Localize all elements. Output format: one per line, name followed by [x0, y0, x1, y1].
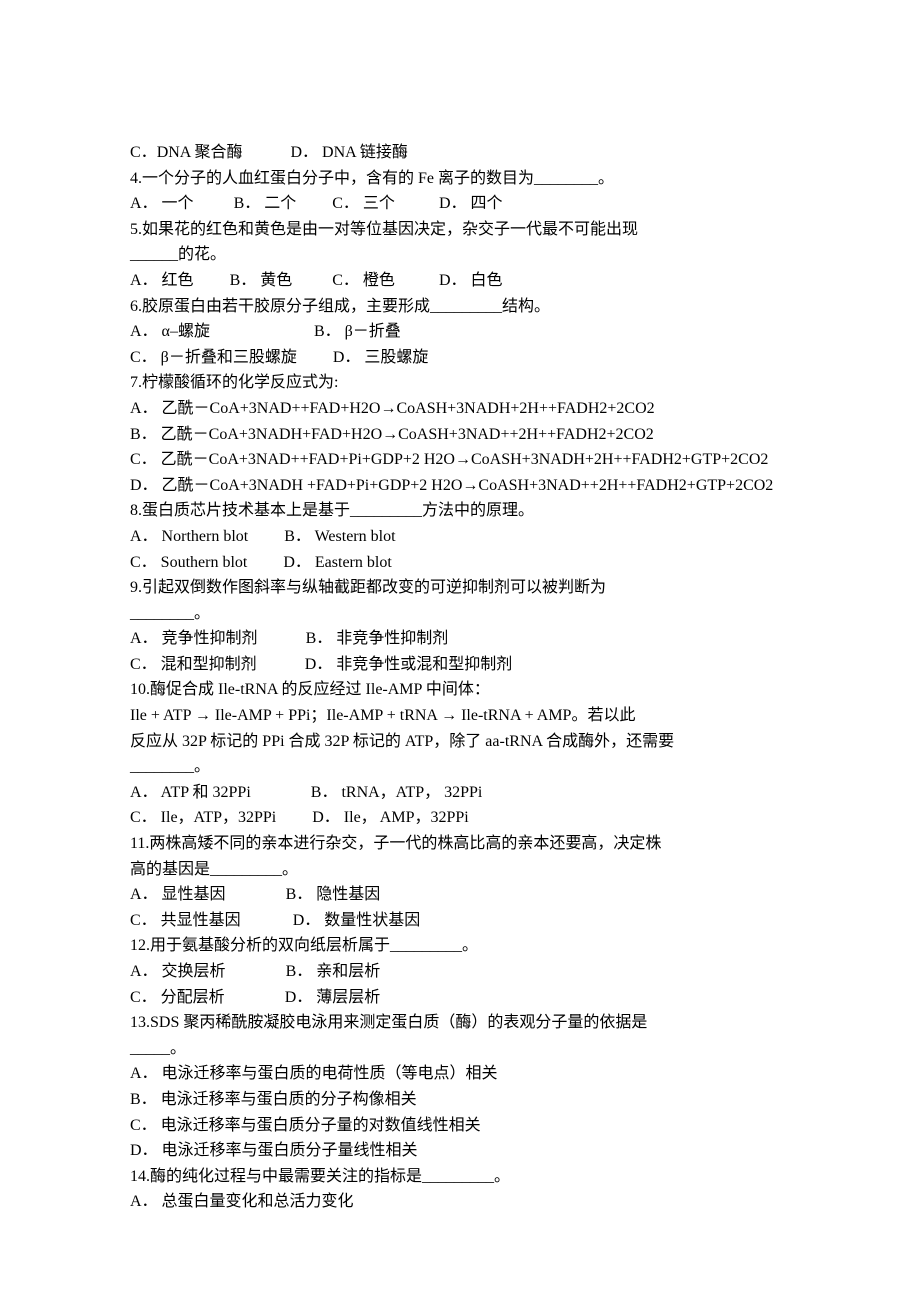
q11-stem-2: 高的基因是_________。	[130, 857, 790, 883]
q7-optD: D． 乙酰－CoA+3NADH +FAD+Pi+GDP+2 H2O→CoASH+…	[130, 473, 790, 499]
q9-stem-1: 9.引起双倒数作图斜率与纵轴截距都改变的可逆抑制剂可以被判断为	[130, 575, 790, 601]
q7-optA: A． 乙酰－CoA+3NAD++FAD+H2O→CoASH+3NADH+2H++…	[130, 396, 790, 422]
q5-options: A． 红色 B． 黄色 C． 橙色 D． 白色	[130, 268, 790, 294]
q10-stem-3: 反应从 32P 标记的 PPi 合成 32P 标记的 ATP，除了 aa-tRN…	[130, 729, 790, 755]
q10-optC: C． Ile，ATP，32PPi	[130, 809, 276, 826]
q7-stem: 7.柠檬酸循环的化学反应式为:	[130, 370, 790, 396]
q7-optB: B． 乙酰－CoA+3NADH+FAD+H2O→CoASH+3NAD++2H++…	[130, 422, 790, 448]
q9-optC: C． 混和型抑制剂	[130, 656, 257, 673]
q11-optD: D． 数量性状基因	[293, 912, 421, 929]
q12-options-cd: C． 分配层析 D． 薄层层析	[130, 985, 790, 1011]
q14-optA: A． 总蛋白量变化和总活力变化	[130, 1189, 790, 1215]
q12-options-ab: A． 交换层析 B． 亲和层析	[130, 959, 790, 985]
q11-stem-1: 11.两株高矮不同的亲本进行杂交，子一代的株高比高的亲本还要高，决定株	[130, 831, 790, 857]
q13-stem-2: _____。	[130, 1036, 790, 1062]
q3-optD: D．	[290, 144, 318, 161]
q6-optB: B． β－折叠	[314, 323, 401, 340]
q3-optC: C．	[130, 144, 157, 161]
q5-optD: D． 白色	[439, 272, 503, 289]
q10-options-ab: A． ATP 和 32PPi B． tRNA，ATP， 32PPi	[130, 780, 790, 806]
q4-optA: A． 一个	[130, 195, 194, 212]
q10-optB: B． tRNA，ATP， 32PPi	[311, 784, 483, 801]
q13-optA: A． 电泳迁移率与蛋白质的电荷性质（等电点）相关	[130, 1061, 790, 1087]
q9-options-cd: C． 混和型抑制剂 D． 非竞争性或混和型抑制剂	[130, 652, 790, 678]
q13-optC: C． 电泳迁移率与蛋白质分子量的对数值线性相关	[130, 1113, 790, 1139]
q9-options-ab: A． 竞争性抑制剂 B． 非竞争性抑制剂	[130, 626, 790, 652]
q13-optD: D． 电泳迁移率与蛋白质分子量线性相关	[130, 1138, 790, 1164]
q5-optB: B． 黄色	[230, 272, 293, 289]
q3-options-cd: C．DNA 聚合酶 D． DNA 链接酶	[130, 140, 790, 166]
q5-optA: A． 红色	[130, 272, 194, 289]
q4-optD: D． 四个	[439, 195, 503, 212]
q8-optB: B． Western blot	[284, 528, 395, 545]
q10-stem-2: Ile + ATP → Ile-AMP + PPi；Ile-AMP + tRNA…	[130, 703, 790, 729]
q10-optA: A． ATP 和 32PPi	[130, 784, 251, 801]
q11-options-ab: A． 显性基因 B． 隐性基因	[130, 882, 790, 908]
q6-optA: A． α–螺旋	[130, 323, 210, 340]
q13-stem-1: 13.SDS 聚丙稀酰胺凝胶电泳用来测定蛋白质（酶）的表观分子量的依据是	[130, 1010, 790, 1036]
q9-optD: D． 非竞争性或混和型抑制剂	[305, 656, 513, 673]
q11-optA: A． 显性基因	[130, 886, 226, 903]
q14-stem: 14.酶的纯化过程与中最需要关注的指标是_________。	[130, 1164, 790, 1190]
q9-optB: B． 非竞争性抑制剂	[306, 630, 449, 647]
q12-stem: 12.用于氨基酸分析的双向纸层析属于_________。	[130, 933, 790, 959]
q6-options-ab: A． α–螺旋 B． β－折叠	[130, 319, 790, 345]
q5-stem-1: 5.如果花的红色和黄色是由一对等位基因决定，杂交子一代最不可能出现	[130, 217, 790, 243]
q12-optD: D． 薄层层析	[285, 989, 381, 1006]
q4-optC: C． 三个	[332, 195, 395, 212]
q6-optC: C． β－折叠和三股螺旋	[130, 349, 297, 366]
q7-optC: C． 乙酰－CoA+3NAD++FAD+Pi+GDP+2 H2O→CoASH+3…	[130, 447, 790, 473]
q6-optD: D． 三股螺旋	[333, 349, 429, 366]
q4-stem: 4.一个分子的人血红蛋白分子中，含有的 Fe 离子的数目为________。	[130, 166, 790, 192]
q4-options: A． 一个 B． 二个 C． 三个 D． 四个	[130, 191, 790, 217]
q10-stem-1: 10.酶促合成 Ile-tRNA 的反应经过 Ile-AMP 中间体：	[130, 677, 790, 703]
q12-optC: C． 分配层析	[130, 989, 225, 1006]
q6-options-cd: C． β－折叠和三股螺旋 D． 三股螺旋	[130, 345, 790, 371]
q10-options-cd: C． Ile，ATP，32PPi D． Ile， AMP，32PPi	[130, 805, 790, 831]
q10-stem-4: ________。	[130, 754, 790, 780]
q11-optB: B． 隐性基因	[286, 886, 381, 903]
q8-optD: D． Eastern blot	[283, 554, 391, 571]
q10-optD: D． Ile， AMP，32PPi	[312, 809, 468, 826]
q11-options-cd: C． 共显性基因 D． 数量性状基因	[130, 908, 790, 934]
q4-optB: B． 二个	[234, 195, 297, 212]
q9-optA: A． 竞争性抑制剂	[130, 630, 258, 647]
q5-optC: C． 橙色	[332, 272, 395, 289]
q6-stem: 6.胶原蛋白由若干胶原分子组成，主要形成_________结构。	[130, 294, 790, 320]
q12-optA: A． 交换层析	[130, 963, 226, 980]
q8-optA: A． Northern blot	[130, 528, 248, 545]
q8-options-cd: C． Southern blot D． Eastern blot	[130, 550, 790, 576]
q8-stem: 8.蛋白质芯片技术基本上是基于_________方法中的原理。	[130, 498, 790, 524]
q8-optC: C． Southern blot	[130, 554, 247, 571]
page-content: C．DNA 聚合酶 D． DNA 链接酶 4.一个分子的人血红蛋白分子中，含有的…	[0, 0, 920, 1275]
q5-stem-2: ______的花。	[130, 242, 790, 268]
q11-optC: C． 共显性基因	[130, 912, 241, 929]
q12-optB: B． 亲和层析	[286, 963, 381, 980]
q9-stem-2: ________。	[130, 601, 790, 627]
q13-optB: B． 电泳迁移率与蛋白质的分子构像相关	[130, 1087, 790, 1113]
q8-options-ab: A． Northern blot B． Western blot	[130, 524, 790, 550]
